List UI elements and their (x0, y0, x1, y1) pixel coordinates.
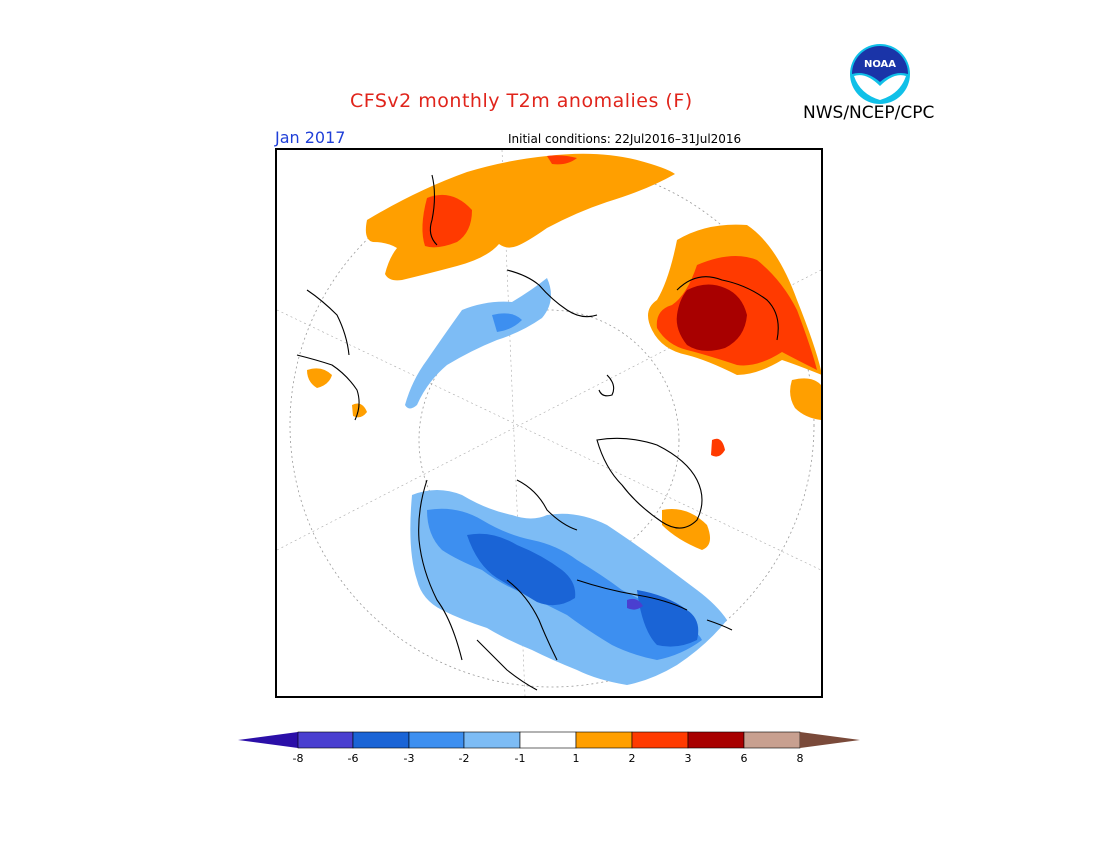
cool-anomaly-region-asia (405, 278, 551, 409)
colorbar-tick: -8 (292, 752, 304, 765)
colorbar-swatch (408, 731, 465, 749)
forecast-month: Jan 2017 (275, 128, 346, 147)
colorbar-tick: 3 (684, 752, 692, 765)
strong-cool-anomaly-region (467, 533, 576, 606)
colorbar-swatch (297, 731, 354, 749)
colorbar-swatch (519, 731, 577, 749)
colorbar-swatch (575, 731, 633, 749)
anomaly-map (275, 148, 823, 698)
colorbar-swatch (631, 731, 689, 749)
coastlines (296, 174, 779, 691)
agency-label: NWS/NCEP/CPC (803, 103, 935, 123)
strong-cool-anomaly-region (637, 590, 699, 647)
colorbar (238, 731, 860, 749)
page-title: CFSv2 monthly T2m anomalies (F) (350, 90, 693, 112)
colorbar-tick: 8 (796, 752, 804, 765)
colorbar-swatch (743, 731, 801, 749)
colorbar-swatch (463, 731, 521, 749)
meridian-line (277, 309, 821, 571)
noaa-logo: NOAA (850, 44, 910, 104)
colorbar-tick: 2 (628, 752, 636, 765)
colorbar-tick: -3 (403, 752, 415, 765)
colorbar-tick: 1 (572, 752, 580, 765)
latitude-circle (418, 309, 680, 571)
colorbar-tick: -1 (514, 752, 526, 765)
polar-map-svg (277, 150, 821, 696)
noaa-logo-text: NOAA (864, 59, 896, 70)
hemisphere-circle (289, 162, 815, 688)
colorbar-swatch (687, 731, 745, 749)
colorbar-tick: 6 (740, 752, 748, 765)
initial-conditions: Initial conditions: 22Jul2016–31Jul2016 (508, 132, 742, 146)
strong-warm-anomaly-region (422, 194, 472, 248)
colorbar-swatch (238, 732, 298, 748)
colorbar-swatch (800, 732, 860, 748)
colorbar-tick: -6 (347, 752, 359, 765)
colorbar-swatch (352, 731, 410, 749)
meridian-line (277, 269, 821, 551)
extreme-warm-anomaly-region (676, 284, 747, 351)
colorbar-tick: -2 (458, 752, 470, 765)
warm-anomaly-region-asia-africa (365, 153, 675, 281)
